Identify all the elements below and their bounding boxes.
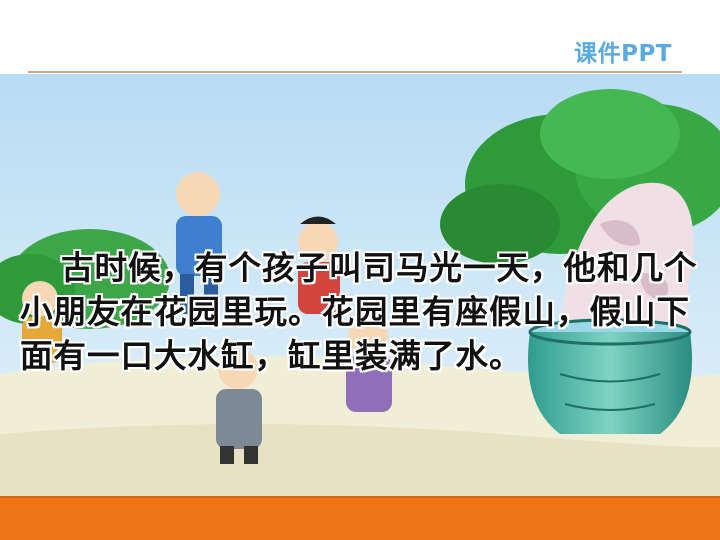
footer-line bbox=[0, 496, 720, 498]
child-purple bbox=[346, 316, 392, 412]
child-blue bbox=[176, 172, 222, 314]
water-vat bbox=[528, 318, 692, 434]
story-illustration bbox=[0, 74, 720, 496]
brand-label: 课件PPT bbox=[574, 41, 672, 67]
ground-shadow bbox=[0, 424, 720, 496]
child-red bbox=[298, 216, 340, 314]
child-grey bbox=[216, 349, 262, 464]
story-text: 古时候，有个孩子叫司马光一天，他和几个小朋友在花园里玩。花园里有座假山，假山下面… bbox=[20, 249, 698, 375]
header-divider bbox=[28, 71, 682, 73]
footer-band bbox=[0, 498, 720, 540]
child-yellow bbox=[22, 281, 62, 363]
